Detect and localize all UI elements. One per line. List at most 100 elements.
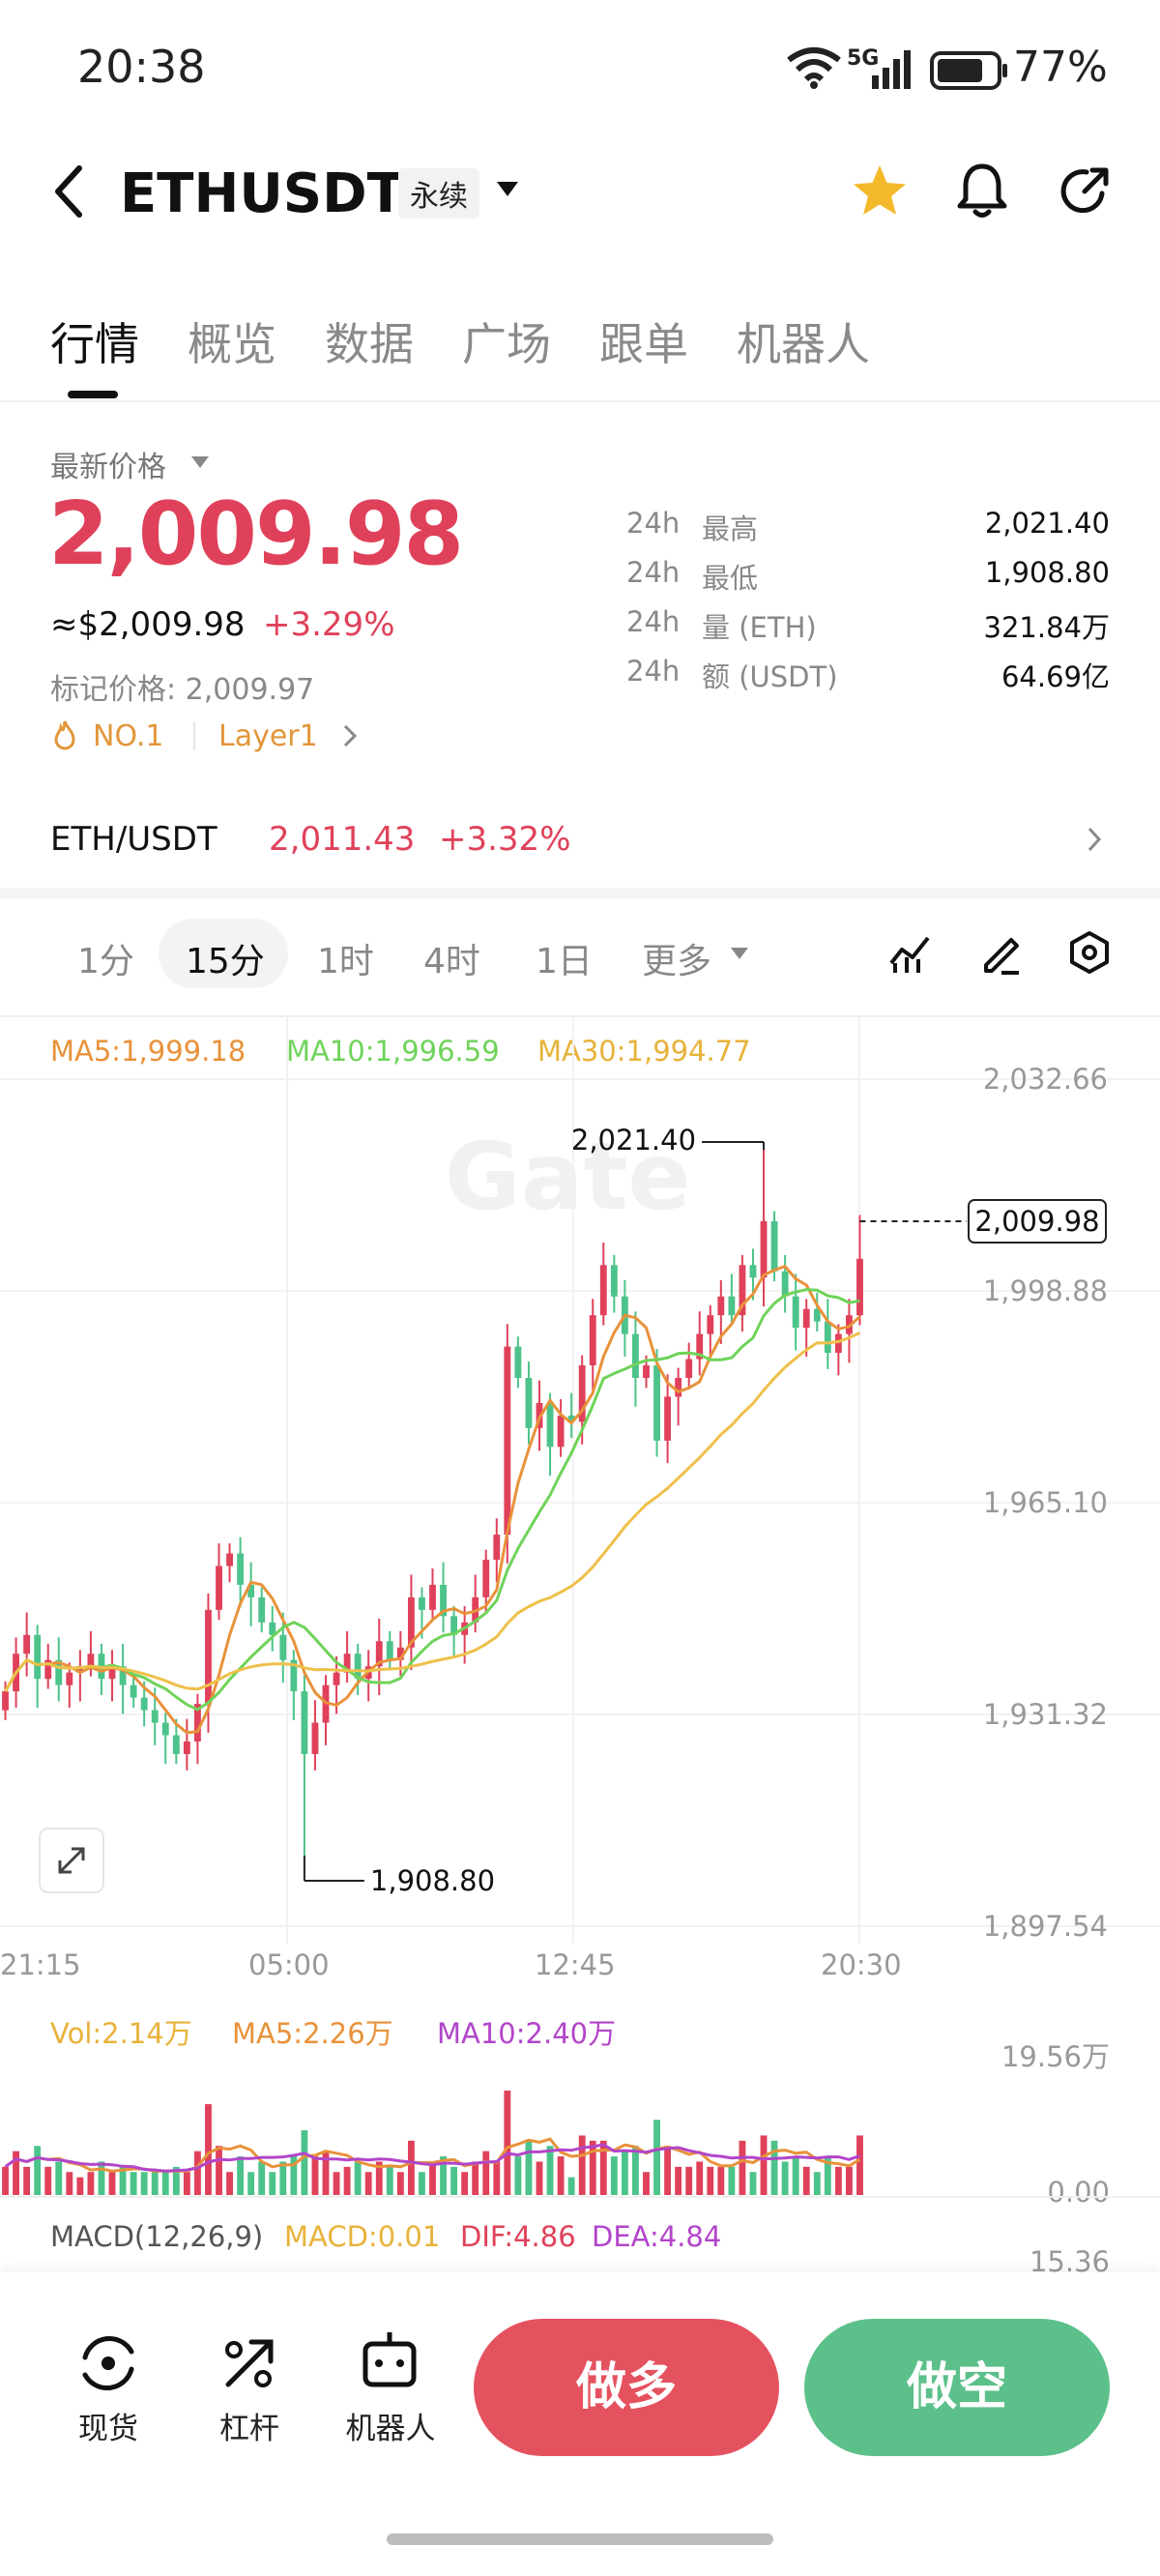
price-type-dropdown-icon[interactable] (191, 456, 209, 468)
indicator-icon[interactable] (887, 930, 932, 975)
candle-body (643, 1365, 650, 1378)
candle-body (343, 1654, 351, 1673)
candle-body (739, 1265, 746, 1316)
candle-body (760, 1220, 768, 1278)
volume-bar (504, 2091, 511, 2195)
candle-body (258, 1596, 266, 1623)
share-icon[interactable] (1058, 162, 1114, 219)
candle-body (482, 1559, 490, 1597)
chart-annotations: 2,021.40 1,908.80 2,009.98 (303, 1124, 1107, 1897)
ma-lines (4, 1264, 861, 1735)
volume-bar (386, 2166, 393, 2195)
symbol-dropdown-icon[interactable] (497, 182, 518, 196)
vol-axis-min: 0.00 (1047, 2176, 1110, 2209)
candle-body (333, 1672, 340, 1685)
sector-tag[interactable]: Layer1 (218, 719, 318, 753)
volume-bar (172, 2166, 180, 2195)
volume-bar (546, 2146, 554, 2195)
volume-bar (364, 2172, 372, 2195)
star-icon[interactable] (851, 162, 909, 220)
x-tick-label: 05:00 (248, 1948, 330, 1981)
candle-body (311, 1722, 319, 1754)
back-icon[interactable] (50, 162, 89, 220)
x-tick-label: 21:15 (0, 1948, 81, 1981)
volume-bar (34, 2146, 42, 2195)
timeframe-4h[interactable]: 4时 (423, 942, 480, 981)
volume-bar (87, 2172, 95, 2195)
volume-bar (525, 2140, 533, 2195)
volume-bar (749, 2172, 757, 2195)
spot-icon[interactable] (77, 2332, 139, 2394)
volume-bar (55, 2161, 63, 2195)
tab-market[interactable]: 行情 (50, 318, 139, 370)
y-tick-label: 2,032.66 (983, 1063, 1108, 1096)
leverage-icon[interactable] (218, 2332, 280, 2394)
open-long-button[interactable]: 做多 (474, 2319, 779, 2456)
candle-body (504, 1346, 511, 1536)
draw-pen-icon[interactable] (978, 930, 1023, 975)
home-indicator[interactable] (387, 2533, 773, 2545)
contract-type-badge[interactable]: 永续 (398, 168, 479, 219)
volume-chart[interactable] (0, 1992, 1160, 2205)
last-price-tag-label: 2,009.98 (974, 1205, 1099, 1238)
bot-icon[interactable] (358, 2328, 421, 2392)
tab-copy-trading[interactable]: 跟单 (599, 318, 688, 370)
candle-body (589, 1315, 596, 1366)
bell-icon[interactable] (955, 161, 1009, 220)
volume-bar (311, 2156, 319, 2195)
candle-body (140, 1697, 148, 1711)
volume-bar (707, 2166, 714, 2195)
stat-period: 24h (626, 655, 681, 688)
tab-data[interactable]: 数据 (325, 318, 414, 370)
timeframe-more-dropdown-icon[interactable] (731, 948, 748, 959)
price-chart[interactable]: Gate 2,021.40 1,908.80 2,009.98 2,032.66 1,… (0, 1015, 1160, 1982)
timeframe-more[interactable]: 更多 (642, 942, 712, 981)
volume-bar (739, 2140, 746, 2195)
stat-name: 最低 (702, 562, 759, 595)
volume-bar (813, 2172, 821, 2195)
status-time: 20:38 (77, 41, 206, 93)
candle-body (728, 1296, 736, 1316)
candle-body (151, 1710, 159, 1723)
candle-body (354, 1654, 362, 1680)
macd-dea: DEA:4.84 (592, 2220, 722, 2253)
candle-body (685, 1359, 693, 1378)
tab-square[interactable]: 广场 (462, 318, 551, 370)
candle-body (247, 1584, 255, 1597)
tabs-divider (0, 400, 1160, 402)
volume-bar (396, 2172, 404, 2195)
chevron-right-icon[interactable] (340, 721, 360, 750)
volume-bars (0, 2091, 1160, 2198)
timeframe-1m[interactable]: 1分 (77, 942, 134, 981)
nav-spot-label[interactable]: 现货 (78, 2412, 138, 2446)
candle-body (770, 1220, 778, 1272)
volume-bar (140, 2172, 148, 2195)
battery-percent: 77% (1013, 43, 1108, 92)
symbol-title[interactable]: ETHUSDT (120, 162, 404, 225)
nav-leverage-label[interactable]: 杠杆 (219, 2412, 279, 2446)
volume-bar (802, 2166, 810, 2195)
y-tick-label: 1,897.54 (983, 1910, 1108, 1943)
timeframe-15m[interactable]: 15分 (186, 942, 265, 981)
fullscreen-button[interactable] (39, 1828, 104, 1893)
latest-price-label[interactable]: 最新价格 (50, 451, 166, 484)
timeframe-1d[interactable]: 1日 (536, 942, 593, 981)
rank-tag[interactable]: NO.1 (93, 719, 164, 753)
timeframe-1h[interactable]: 1时 (317, 942, 374, 981)
tab-overview[interactable]: 概览 (188, 318, 276, 370)
spot-pair-row[interactable]: ETH/USDT 2,011.43 +3.32% (0, 803, 1160, 880)
volume-bar (632, 2146, 639, 2195)
volume-bar (119, 2166, 127, 2195)
volume-bar (193, 2151, 201, 2195)
volume-bar (23, 2166, 31, 2195)
volume-bar (450, 2166, 458, 2195)
chart-settings-icon[interactable] (1067, 930, 1112, 975)
x-tick-label: 20:30 (821, 1948, 902, 1981)
volume-bar (599, 2140, 607, 2195)
nav-bot-label[interactable]: 机器人 (345, 2412, 436, 2446)
candle-body (119, 1666, 127, 1685)
tab-bot[interactable]: 机器人 (737, 318, 870, 370)
open-short-button[interactable]: 做空 (804, 2319, 1110, 2456)
chart-grid (0, 1015, 1160, 1944)
price-usd-approx: ≈$2,009.98 (50, 605, 246, 644)
